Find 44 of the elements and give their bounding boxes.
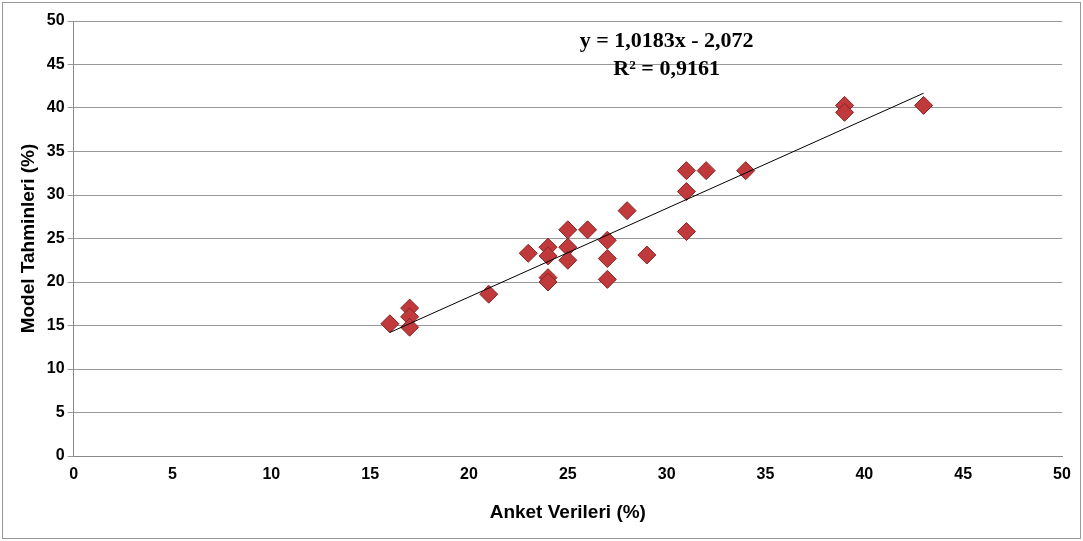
x-tick-label: 25 bbox=[558, 465, 577, 483]
y-tick-label: 40 bbox=[46, 98, 65, 116]
y-tick-label: 10 bbox=[46, 359, 65, 377]
point bbox=[617, 201, 637, 221]
x-tick-label: 45 bbox=[954, 465, 973, 483]
point bbox=[479, 284, 499, 304]
x-tick-label: 40 bbox=[855, 465, 874, 483]
point bbox=[578, 220, 598, 240]
point bbox=[380, 314, 400, 334]
point bbox=[518, 243, 538, 263]
point bbox=[676, 161, 696, 181]
y-tick-label: 0 bbox=[55, 446, 65, 464]
y-tick-label: 25 bbox=[46, 228, 65, 246]
y-tick-label: 50 bbox=[46, 11, 65, 29]
x-tick-label: 0 bbox=[69, 465, 79, 483]
annotation: R² = 0,9161 bbox=[613, 55, 720, 80]
point bbox=[558, 220, 578, 240]
point bbox=[637, 245, 657, 265]
point bbox=[597, 269, 617, 289]
point bbox=[558, 250, 578, 270]
y-tick-label: 35 bbox=[46, 141, 65, 159]
x-tick-label: 30 bbox=[657, 465, 676, 483]
x-tick-label: 5 bbox=[167, 465, 177, 483]
point bbox=[538, 246, 558, 266]
y-tick-label: 5 bbox=[55, 402, 65, 420]
point bbox=[696, 161, 716, 181]
y-tick-label: 30 bbox=[46, 185, 65, 203]
y-axis-title: Model Tahminleri (%) bbox=[16, 143, 38, 334]
x-tick-label: 20 bbox=[460, 465, 478, 483]
point bbox=[835, 102, 855, 122]
annotation: y = 1,0183x - 2,072 bbox=[579, 27, 754, 52]
x-tick-label: 15 bbox=[361, 465, 380, 483]
x-tick-label: 50 bbox=[1053, 465, 1071, 483]
y-tick-label: 15 bbox=[46, 315, 65, 333]
point bbox=[676, 182, 696, 202]
point bbox=[597, 230, 617, 250]
point bbox=[676, 222, 696, 242]
point bbox=[914, 95, 934, 115]
y-tick-label: 45 bbox=[46, 54, 65, 72]
x-tick-label: 10 bbox=[262, 465, 281, 483]
y-tick-label: 20 bbox=[46, 272, 65, 290]
x-tick-label: 35 bbox=[756, 465, 775, 483]
x-axis-title: Anket Verileri (%) bbox=[489, 500, 646, 522]
point bbox=[597, 249, 617, 269]
